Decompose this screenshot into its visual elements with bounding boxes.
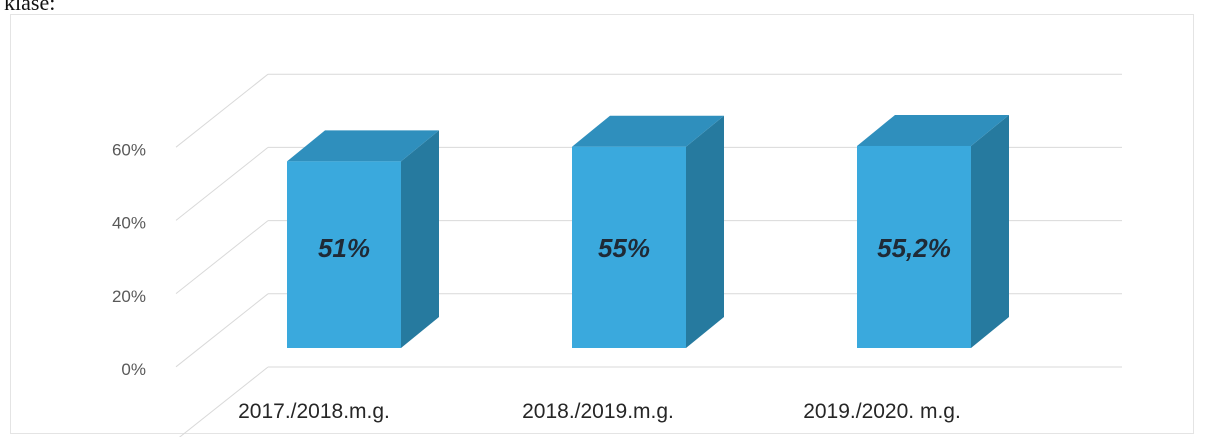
data-label: 51% xyxy=(318,233,370,263)
bar-top-face xyxy=(857,114,1009,146)
gridline-diagonal xyxy=(175,293,269,368)
y-axis-ticks: 0% 20% 40% 60% xyxy=(112,140,146,379)
y-tick-label: 20% xyxy=(112,287,146,306)
bar-top-face xyxy=(572,115,724,147)
preceding-text: klase: xyxy=(4,0,56,15)
y-tick-label: 40% xyxy=(112,214,146,233)
bars xyxy=(287,114,1009,348)
x-axis-categories: 2017./2018.m.g. 2018./2019.m.g. 2019./2020… xyxy=(238,400,961,423)
gridline-diagonal xyxy=(175,147,269,221)
bar-top-face xyxy=(287,130,439,162)
category-label: 2017./2018.m.g. xyxy=(238,400,390,423)
gridline-diagonal xyxy=(175,220,269,294)
bar xyxy=(572,115,724,348)
gridline-diagonal xyxy=(178,366,269,437)
bar-front-face xyxy=(287,161,401,348)
data-label: 55% xyxy=(598,233,650,263)
bar xyxy=(857,114,1009,348)
bar-front-face xyxy=(572,146,686,348)
gridline-diagonal xyxy=(175,73,269,148)
bar-side-face xyxy=(401,130,439,348)
bar xyxy=(287,130,439,348)
y-tick-label: 60% xyxy=(112,140,146,159)
y-tick-label: 0% xyxy=(121,360,146,379)
chart-frame xyxy=(10,14,1194,434)
data-label: 55,2% xyxy=(877,233,951,263)
category-label: 2019./2020. m.g. xyxy=(803,400,961,423)
bar-side-face xyxy=(971,114,1009,348)
category-label: 2018./2019.m.g. xyxy=(522,400,674,423)
bar-side-face xyxy=(686,115,724,348)
bar-front-face xyxy=(857,145,971,348)
data-labels: 51% 55% 55,2% xyxy=(318,233,951,263)
